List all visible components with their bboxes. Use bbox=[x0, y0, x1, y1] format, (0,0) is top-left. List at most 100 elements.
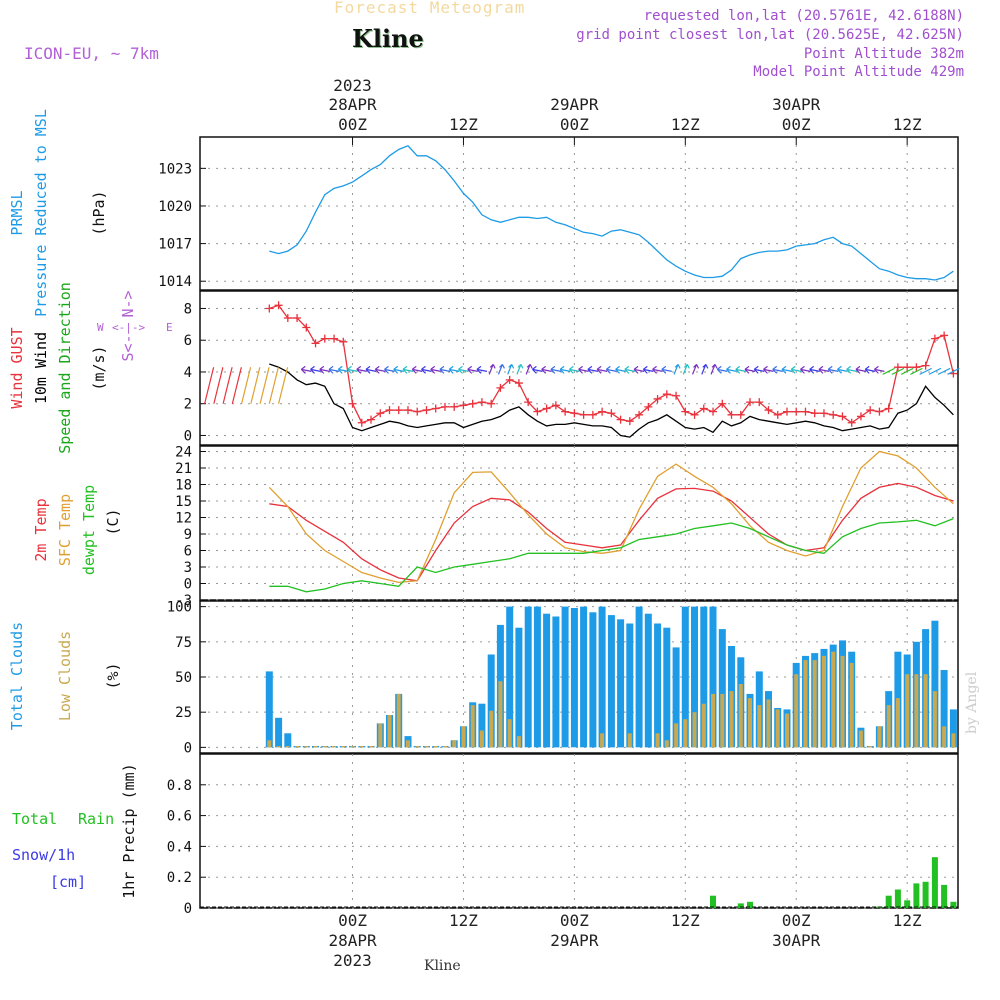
wind-arrow bbox=[300, 365, 312, 374]
top-tick-label: 00Z bbox=[338, 115, 367, 134]
gust-marker bbox=[718, 399, 727, 408]
bar-total-clouds bbox=[552, 616, 560, 748]
bar-total-clouds bbox=[700, 606, 708, 748]
bar-low-clouds bbox=[812, 660, 817, 748]
y-tick-label: 50 bbox=[175, 670, 192, 686]
gust-marker bbox=[690, 410, 699, 419]
top-date-label: 28APR bbox=[328, 95, 377, 114]
bar-low-clouds bbox=[803, 660, 808, 748]
wind-arrow bbox=[910, 367, 923, 375]
wind-arrow bbox=[365, 365, 377, 374]
wind-arrow bbox=[516, 363, 524, 375]
bar-low-clouds bbox=[313, 746, 318, 748]
bar-low-clouds bbox=[415, 746, 420, 748]
bar-total-clouds bbox=[931, 620, 939, 748]
top-tick-label: 00Z bbox=[560, 115, 589, 134]
wind-arrow bbox=[204, 367, 215, 404]
wind-arrow bbox=[624, 365, 635, 374]
gust-marker bbox=[819, 409, 828, 418]
unit-temp: (C) bbox=[104, 508, 122, 535]
wind-arrow bbox=[587, 365, 598, 374]
bar-low-clouds bbox=[822, 655, 826, 748]
wind-arrow bbox=[347, 365, 358, 374]
label-snow: Snow/1h bbox=[12, 846, 75, 864]
bar-low-clouds bbox=[470, 705, 475, 748]
bar-low-clouds bbox=[341, 746, 346, 748]
compass-axis: <-|-> bbox=[112, 321, 145, 334]
gust-marker bbox=[283, 313, 292, 322]
bar-total-clouds bbox=[515, 627, 523, 748]
bar-low-clouds bbox=[701, 703, 706, 748]
bar-total-clouds bbox=[275, 717, 283, 748]
unit-wind: (m/s) bbox=[90, 345, 108, 390]
gust-marker bbox=[644, 402, 653, 411]
wind-arrow bbox=[268, 367, 279, 404]
bar-total-clouds bbox=[672, 647, 680, 748]
bar-total-clouds bbox=[570, 608, 578, 748]
bar-low-clouds bbox=[461, 726, 466, 748]
bottom-location: Kline bbox=[424, 958, 461, 974]
wind-arrow bbox=[827, 365, 839, 374]
wind-arrow bbox=[809, 365, 820, 374]
gust-marker bbox=[302, 323, 311, 332]
gust-marker bbox=[736, 410, 745, 419]
bar-low-clouds bbox=[858, 730, 863, 748]
wind-arrow bbox=[458, 365, 469, 374]
wind-arrow bbox=[855, 365, 867, 374]
gust-marker bbox=[376, 409, 385, 418]
bar-total-rain bbox=[710, 895, 716, 908]
bar-low-clouds bbox=[748, 698, 752, 748]
wind-arrow bbox=[337, 365, 349, 374]
gust-marker bbox=[847, 418, 856, 427]
bar-total-clouds bbox=[580, 606, 588, 748]
bar-low-clouds bbox=[905, 674, 910, 748]
bar-low-clouds bbox=[452, 740, 457, 748]
compass-s: S<- bbox=[119, 334, 137, 361]
wind-arrow bbox=[673, 363, 681, 375]
bar-low-clouds bbox=[683, 719, 688, 748]
compass-w: W bbox=[97, 321, 104, 334]
bar-low-clouds bbox=[785, 713, 789, 748]
bar-total-rain bbox=[737, 903, 744, 908]
gust-marker bbox=[487, 399, 496, 408]
label-sfc-temp: SFC Temp bbox=[56, 494, 74, 566]
bar-total-clouds bbox=[644, 613, 652, 748]
gust-marker bbox=[293, 313, 302, 322]
y-tick-label: 0.6 bbox=[167, 809, 192, 825]
bar-low-clouds bbox=[720, 693, 725, 748]
bar-low-clouds bbox=[951, 733, 956, 748]
wind-arrow bbox=[716, 365, 728, 374]
bar-low-clouds bbox=[840, 655, 845, 748]
bar-low-clouds bbox=[396, 693, 401, 748]
wind-arrow bbox=[605, 365, 617, 374]
wind-arrow bbox=[900, 367, 914, 375]
gust-marker bbox=[403, 406, 412, 415]
bar-total-clouds bbox=[598, 606, 606, 748]
bar-total-clouds bbox=[626, 623, 634, 748]
gust-marker bbox=[459, 401, 468, 410]
gust-marker bbox=[709, 407, 718, 416]
y-tick-label: 24 bbox=[175, 445, 192, 461]
bar-total-clouds bbox=[940, 670, 948, 748]
label-low-clouds: Low Clouds bbox=[56, 631, 74, 721]
gust-marker bbox=[394, 406, 403, 415]
bottom-tick-label: 12Z bbox=[671, 911, 700, 930]
wind-arrow bbox=[633, 365, 645, 374]
top-date-label: 29APR bbox=[550, 95, 599, 114]
label-rain: Rain bbox=[78, 810, 114, 828]
gust-marker bbox=[524, 398, 533, 407]
wind-arrow bbox=[384, 365, 395, 374]
y-tick-label: 1014 bbox=[158, 274, 192, 290]
wind-arrow bbox=[568, 365, 580, 374]
bar-low-clouds bbox=[489, 710, 494, 748]
y-tick-label: 0 bbox=[184, 740, 192, 756]
bottom-date-label: 29APR bbox=[550, 931, 599, 950]
gust-marker bbox=[930, 334, 939, 343]
location-title: Kline bbox=[352, 24, 424, 53]
bar-low-clouds bbox=[295, 746, 300, 748]
series-10m-wind bbox=[269, 363, 954, 438]
wind-arrow bbox=[411, 365, 423, 374]
y-tick-label: 0 bbox=[184, 428, 192, 444]
bar-low-clouds bbox=[600, 733, 605, 748]
